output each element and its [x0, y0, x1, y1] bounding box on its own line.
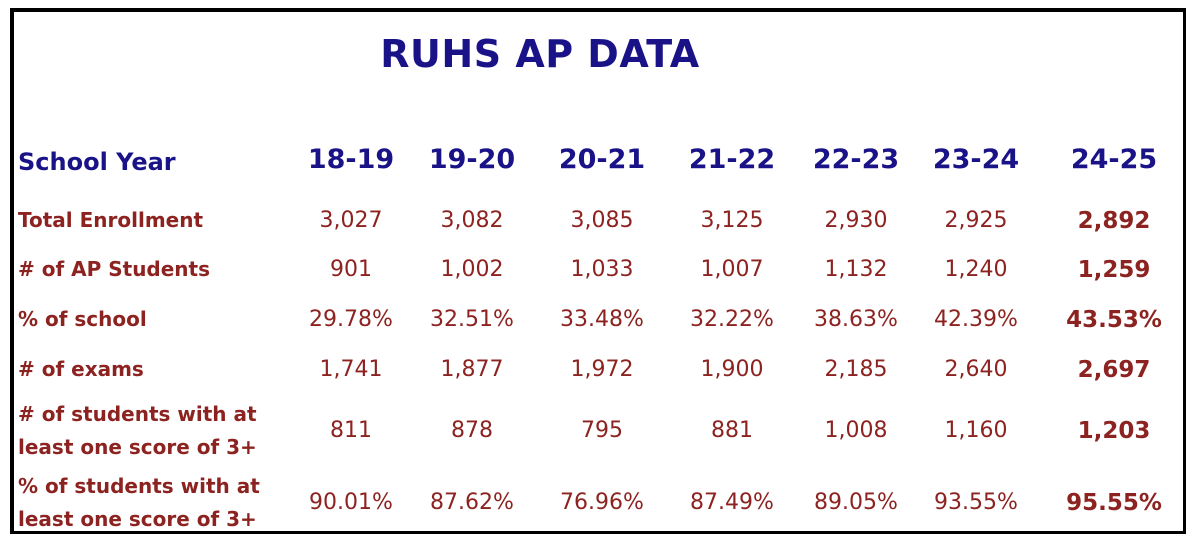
column-header: 24-25 — [1070, 144, 1158, 175]
table-cell: 3,082 — [440, 208, 504, 233]
table-row: # of students with at least one score of … — [14, 398, 1190, 464]
row-label: Total Enrollment — [18, 208, 204, 232]
table-cell: 1,259 — [1077, 257, 1151, 283]
table-cell: 2,185 — [824, 357, 888, 382]
table-cell: 32.51% — [430, 307, 514, 332]
table-cell: 1,877 — [440, 357, 504, 382]
column-header: 22-23 — [812, 144, 900, 175]
table-cell: 93.55% — [934, 490, 1018, 515]
row-label-line: least one score of 3+ — [18, 435, 257, 459]
table-title: RUHS AP DATA — [380, 32, 700, 76]
table-cell: 811 — [330, 418, 372, 443]
row-label: % of students with at least one score of … — [18, 470, 260, 536]
table-cell: 2,930 — [824, 208, 888, 233]
table-row: % of school 29.78% 32.51% 33.48% 32.22% 38.63… — [14, 303, 1190, 337]
table-cell: 42.39% — [934, 307, 1018, 332]
table-cell: 29.78% — [309, 307, 393, 332]
table-cell: 33.48% — [560, 307, 644, 332]
table-cell: 2,892 — [1077, 208, 1151, 234]
table-cell: 1,008 — [824, 418, 888, 443]
table-cell: 2,925 — [944, 208, 1008, 233]
table-cell: 1,033 — [570, 257, 634, 282]
table-cell: 43.53% — [1066, 307, 1162, 333]
row-label: # of students with at least one score of … — [18, 398, 257, 464]
table-cell: 1,741 — [319, 357, 383, 382]
row-label: % of school — [18, 307, 147, 331]
table-cell: 89.05% — [814, 490, 898, 515]
table-cell: 2,640 — [944, 357, 1008, 382]
table-cell: 878 — [451, 418, 493, 443]
table-cell: 87.62% — [430, 490, 514, 515]
table-cell: 95.55% — [1066, 490, 1162, 516]
table-cell: 1,203 — [1077, 418, 1151, 444]
row-label-line: least one score of 3+ — [18, 507, 257, 531]
table-cell: 90.01% — [309, 490, 393, 515]
table-cell: 881 — [711, 418, 753, 443]
table-cell: 2,697 — [1077, 357, 1151, 383]
table-cell: 87.49% — [690, 490, 774, 515]
table-cell: 1,160 — [944, 418, 1008, 443]
row-label-line: # of students with at — [18, 402, 257, 426]
column-header: 23-24 — [932, 144, 1020, 175]
table-row: Total Enrollment 3,027 3,082 3,085 3,125 2,93… — [14, 204, 1190, 238]
row-label-line: % of students with at — [18, 474, 260, 498]
table-cell: 3,085 — [570, 208, 634, 233]
header-label: School Year — [18, 148, 176, 176]
table-cell: 901 — [330, 257, 372, 282]
table-cell: 38.63% — [814, 307, 898, 332]
table-cell: 3,125 — [700, 208, 764, 233]
table-row: # of exams 1,741 1,877 1,972 1,900 2,185 2,640… — [14, 353, 1190, 387]
table-cell: 1,240 — [944, 257, 1008, 282]
table-cell: 32.22% — [690, 307, 774, 332]
column-header: 21-22 — [688, 144, 776, 175]
column-header: 18-19 — [307, 144, 395, 175]
column-header: 20-21 — [558, 144, 646, 175]
row-label: # of exams — [18, 357, 144, 381]
row-label: # of AP Students — [18, 257, 211, 281]
table-cell: 1,007 — [700, 257, 764, 282]
table-cell: 3,027 — [319, 208, 383, 233]
header-row: School Year 18-19 19-20 20-21 21-22 22-23 23-2… — [14, 144, 1190, 184]
table-cell: 1,900 — [700, 357, 764, 382]
table-frame: RUHS AP DATA School Year 18-19 19-20 20-21 2… — [10, 8, 1186, 534]
table-cell: 795 — [581, 418, 623, 443]
table-row: % of students with at least one score of … — [14, 470, 1190, 536]
table-cell: 1,972 — [570, 357, 634, 382]
column-header: 19-20 — [428, 144, 516, 175]
table-row: # of AP Students 901 1,002 1,033 1,007 1,132 1… — [14, 253, 1190, 287]
table-cell: 1,132 — [824, 257, 888, 282]
table-cell: 76.96% — [560, 490, 644, 515]
table-cell: 1,002 — [440, 257, 504, 282]
